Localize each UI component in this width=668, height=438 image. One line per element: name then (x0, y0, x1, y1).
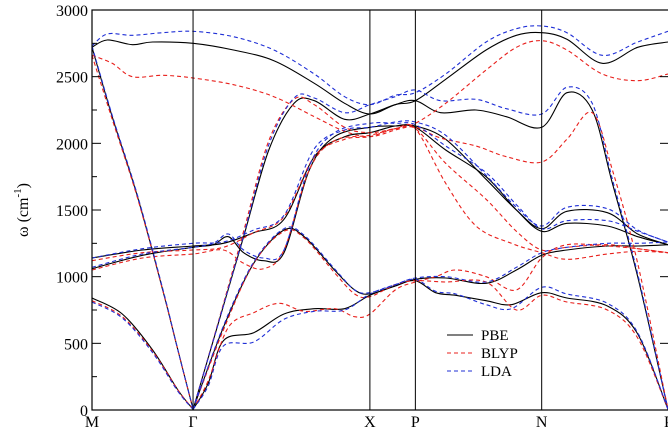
series-blyp-branch-2 (91, 123, 668, 271)
legend-label-blyp: BLYP (481, 346, 518, 362)
series-lda (91, 25, 668, 410)
series-pbe-branch-3 (91, 124, 668, 259)
series-pbe-branch-4 (91, 297, 194, 410)
y-tick-label-3: 1500 (56, 203, 88, 220)
series-blyp-branch-7 (192, 96, 668, 410)
y-tick-label-5: 2500 (56, 70, 88, 87)
legend: PBE BLYP LDA (447, 328, 518, 380)
series-blyp-branch-3 (91, 125, 668, 262)
series-lda-branch-7 (192, 86, 668, 410)
series-pbe-branch-7 (192, 91, 668, 410)
series-blyp-branch-4 (91, 300, 194, 410)
series-blyp-branch-6 (192, 229, 668, 410)
series-pbe-branch-0 (91, 31, 668, 115)
legend-label-lda: LDA (481, 364, 512, 380)
series-pbe-branch-6 (192, 227, 668, 410)
series-lda-branch-3 (91, 120, 668, 259)
series-lda-branch-5 (192, 278, 668, 410)
series-blyp-branch-5 (192, 243, 668, 410)
y-axis-label-main: ω (cm (15, 197, 32, 237)
y-tick-label-4: 2000 (56, 136, 88, 153)
y-axis-label-sup: -1 (12, 188, 24, 197)
x-tick-label-0: M (85, 414, 99, 431)
y-tick-label-0: 0 (80, 403, 88, 420)
x-tick-label-3: P (411, 414, 420, 431)
series-lda-branch-1 (91, 45, 194, 410)
y-tick-label-2: 1000 (56, 270, 88, 287)
x-tick-label-2: X (364, 414, 376, 431)
series-blyp-branch-1 (91, 55, 194, 410)
y-axis-ticks: 0 500 1000 1500 2000 2500 3000 (56, 3, 668, 420)
x-tick-label-4: N (536, 414, 548, 431)
y-axis-label-close: ) (15, 183, 32, 188)
legend-label-pbe: PBE (481, 328, 509, 344)
y-axis-label: ω (cm-1) (12, 183, 32, 237)
x-tick-label-5: P (664, 414, 668, 431)
series-pbe-branch-1 (91, 47, 194, 410)
y-tick-label-6: 3000 (56, 3, 88, 20)
high-symmetry-lines (192, 10, 543, 410)
series-lda-branch-6 (192, 226, 668, 410)
series-blyp-branch-0 (91, 40, 668, 138)
y-tick-label-1: 500 (64, 336, 88, 353)
x-tick-label-1: Γ (188, 414, 197, 431)
x-axis-ticks: MΓXPNP (85, 414, 668, 431)
series-lda-branch-4 (91, 301, 194, 410)
series-lda-branch-0 (91, 25, 668, 106)
series-lines (91, 25, 668, 410)
